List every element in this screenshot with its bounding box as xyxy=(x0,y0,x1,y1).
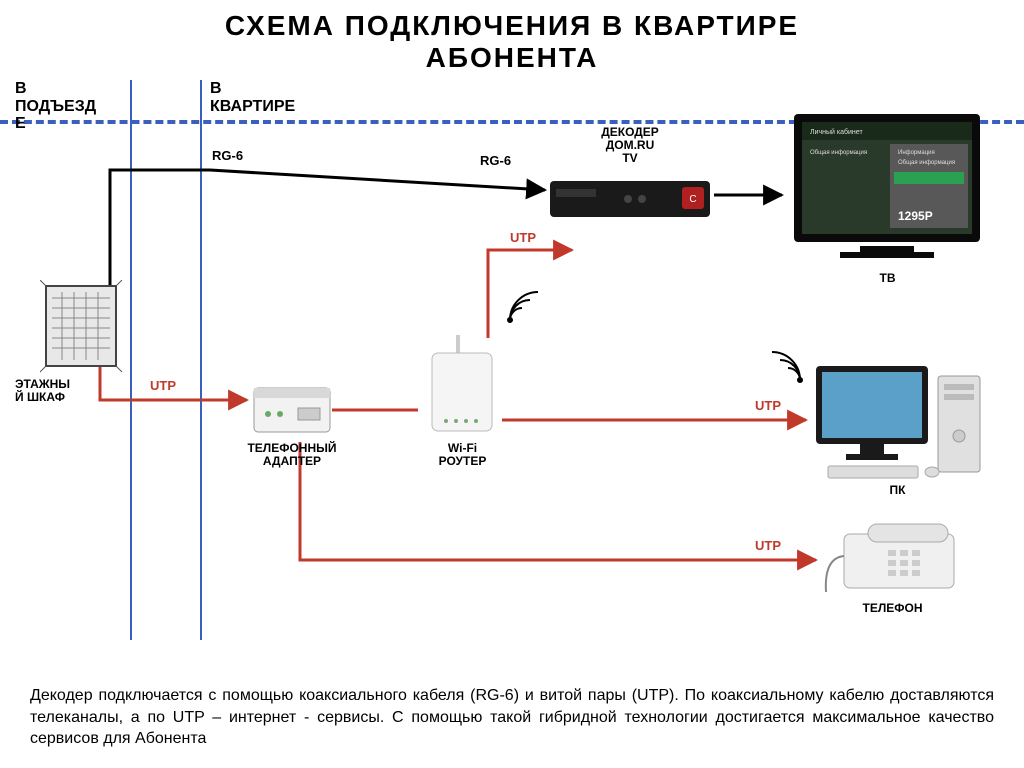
device-label-decoder: ДЕКОДЕР ДОМ.RU TV xyxy=(565,126,695,166)
cable-label-utp-1: UTP xyxy=(150,378,176,393)
wire-coax-to-decoder xyxy=(210,170,545,190)
svg-text:Информация: Информация xyxy=(898,150,935,156)
svg-text:1295Р: 1295Р xyxy=(898,209,933,223)
title-line-1: СХЕМА ПОДКЛЮЧЕНИЯ В КВАРТИРЕ xyxy=(225,10,799,41)
device-label-tv: ТВ xyxy=(790,272,985,285)
device-pc xyxy=(810,358,985,488)
device-phone xyxy=(820,516,965,606)
diagram-canvas: В ПОДЪЕЗД Е В КВАРТИРЕ xyxy=(0,80,1024,640)
device-label-phone: ТЕЛЕФОН xyxy=(820,602,965,615)
svg-text:Личный кабинет: Личный кабинет xyxy=(810,128,863,136)
wire-coax-cabinet-up xyxy=(110,170,210,295)
cable-label-utp-2: UTP xyxy=(510,230,536,245)
svg-text:С: С xyxy=(689,194,696,205)
device-label-adapter: ТЕЛЕФОННЫЙ АДАПТЕР xyxy=(232,442,352,468)
wire-utp-adapter-phone xyxy=(300,442,816,560)
svg-text:Общая информация: Общая информация xyxy=(898,160,955,166)
cable-label-utp-4: UTP xyxy=(755,538,781,553)
device-router xyxy=(420,335,505,445)
cable-label-rg6-2: RG-6 xyxy=(480,153,511,168)
wifi-icon-router xyxy=(507,292,538,323)
svg-text:Общая информация: Общая информация xyxy=(810,150,867,156)
cable-label-rg6-1: RG-6 xyxy=(212,148,243,163)
wifi-icon-pc xyxy=(772,352,803,383)
page-title: СХЕМА ПОДКЛЮЧЕНИЯ В КВАРТИРЕ АБОНЕНТА xyxy=(0,0,1024,74)
device-label-router: Wi-Fi РОУТЕР xyxy=(420,442,505,468)
device-decoder: С xyxy=(550,175,715,230)
device-label-cabinet: ЭТАЖНЫ Й ШКАФ xyxy=(15,378,125,404)
title-line-2: АБОНЕНТА xyxy=(426,42,599,73)
device-tv: Личный кабинет Информация Общая информац… xyxy=(790,110,985,275)
footer-description: Декодер подключается с помощью коаксиаль… xyxy=(30,685,994,750)
device-label-pc: ПК xyxy=(810,484,985,497)
cable-label-utp-3: UTP xyxy=(755,398,781,413)
device-adapter xyxy=(250,380,335,445)
device-cabinet xyxy=(40,280,125,380)
